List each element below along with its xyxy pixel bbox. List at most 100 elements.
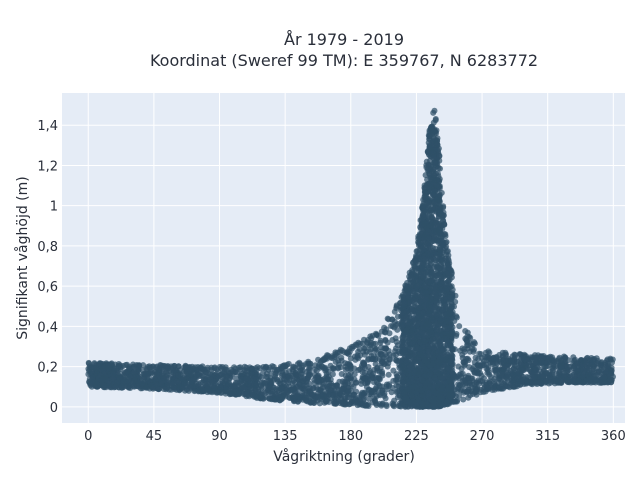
scatter-point — [391, 325, 397, 331]
scatter-point — [445, 256, 451, 262]
scatter-point — [588, 355, 594, 361]
scatter-point — [106, 366, 112, 372]
scatter-point — [239, 371, 245, 377]
scatter-point — [571, 365, 577, 371]
scatter-point — [383, 345, 389, 351]
scatter-point — [602, 379, 608, 385]
scatter-point — [539, 359, 545, 365]
scatter-point — [349, 344, 355, 350]
scatter-point — [205, 365, 211, 371]
scatter-point — [412, 384, 418, 390]
scatter-point — [225, 388, 231, 394]
scatter-point — [365, 402, 371, 408]
scatter-point — [200, 363, 206, 369]
scatter-point — [266, 396, 272, 402]
chart-subtitle: Koordinat (Sweref 99 TM): E 359767, N 62… — [150, 51, 538, 70]
scatter-point — [430, 110, 436, 116]
scatter-point — [347, 363, 353, 369]
scatter-point — [493, 372, 499, 378]
scatter-point — [443, 280, 449, 286]
scatter-point — [366, 364, 372, 370]
scatter-point — [430, 336, 436, 342]
scatter-point — [450, 346, 456, 352]
scatter-point — [310, 398, 316, 404]
scatter-point — [490, 361, 496, 367]
scatter-point — [500, 353, 506, 359]
scatter-point — [175, 372, 181, 378]
scatter-point — [430, 167, 436, 173]
scatter-point — [439, 258, 445, 264]
scatter-point — [445, 248, 451, 254]
scatter-point — [433, 252, 439, 258]
scatter-point — [394, 339, 400, 345]
scatter-point — [422, 189, 428, 195]
scatter-point — [212, 385, 218, 391]
scatter-point — [434, 295, 440, 301]
scatter-point — [249, 365, 255, 371]
scatter-point — [471, 347, 477, 353]
scatter-point — [557, 369, 563, 375]
scatter-point — [210, 371, 216, 377]
scatter-point — [346, 395, 352, 401]
scatter-point — [468, 375, 474, 381]
scatter-point — [433, 117, 439, 123]
scatter-point — [94, 381, 100, 387]
scatter-point — [386, 372, 392, 378]
scatter-point — [366, 396, 372, 402]
scatter-point — [440, 233, 446, 239]
scatter-point — [414, 293, 420, 299]
scatter-point — [216, 373, 222, 379]
scatter-point — [446, 387, 452, 393]
scatter-point — [564, 367, 570, 373]
scatter-point — [382, 338, 388, 344]
scatter-point — [445, 367, 451, 373]
scatter-point — [257, 365, 263, 371]
scatter-point — [367, 349, 373, 355]
scatter-point — [412, 317, 418, 323]
scatter-point — [558, 380, 564, 386]
scatter-point — [99, 377, 105, 383]
scatter-point — [426, 140, 432, 146]
scatter-point — [424, 159, 430, 165]
scatter-point — [299, 365, 305, 371]
scatter-point — [249, 392, 255, 398]
scatter-point — [292, 375, 298, 381]
chart-title: År 1979 - 2019 — [284, 30, 404, 49]
scatter-point — [518, 355, 524, 361]
scatter-point — [416, 240, 422, 246]
scatter-point — [331, 399, 337, 405]
scatter-point — [150, 384, 156, 390]
scatter-point — [576, 378, 582, 384]
scatter-point — [425, 166, 431, 172]
scatter-point — [420, 256, 426, 262]
scatter-point — [420, 311, 426, 317]
scatter-point — [379, 371, 385, 377]
scatter-point — [352, 357, 358, 363]
scatter-point — [378, 352, 384, 358]
scatter-point — [263, 374, 269, 380]
scatter-point — [236, 391, 242, 397]
scatter-point — [222, 378, 228, 384]
scatter-point — [426, 264, 432, 270]
scatter-point — [389, 316, 395, 322]
scatter-point — [136, 362, 142, 368]
scatter-point — [373, 361, 379, 367]
scatter-point — [371, 389, 377, 395]
scatter-point — [431, 172, 437, 178]
scatter-point — [415, 233, 421, 239]
scatter-point — [472, 341, 478, 347]
scatter-point — [430, 397, 436, 403]
scatter-point — [287, 373, 293, 379]
scatter-point — [338, 355, 344, 361]
scatter-point — [145, 377, 151, 383]
scatter-point — [338, 364, 344, 370]
scatter-point — [493, 355, 499, 361]
scatter-point — [533, 366, 539, 372]
scatter-point — [193, 383, 199, 389]
scatter-point — [491, 379, 497, 385]
scatter-point — [341, 401, 347, 407]
scatter-point — [357, 341, 363, 347]
scatter-point — [558, 358, 564, 364]
